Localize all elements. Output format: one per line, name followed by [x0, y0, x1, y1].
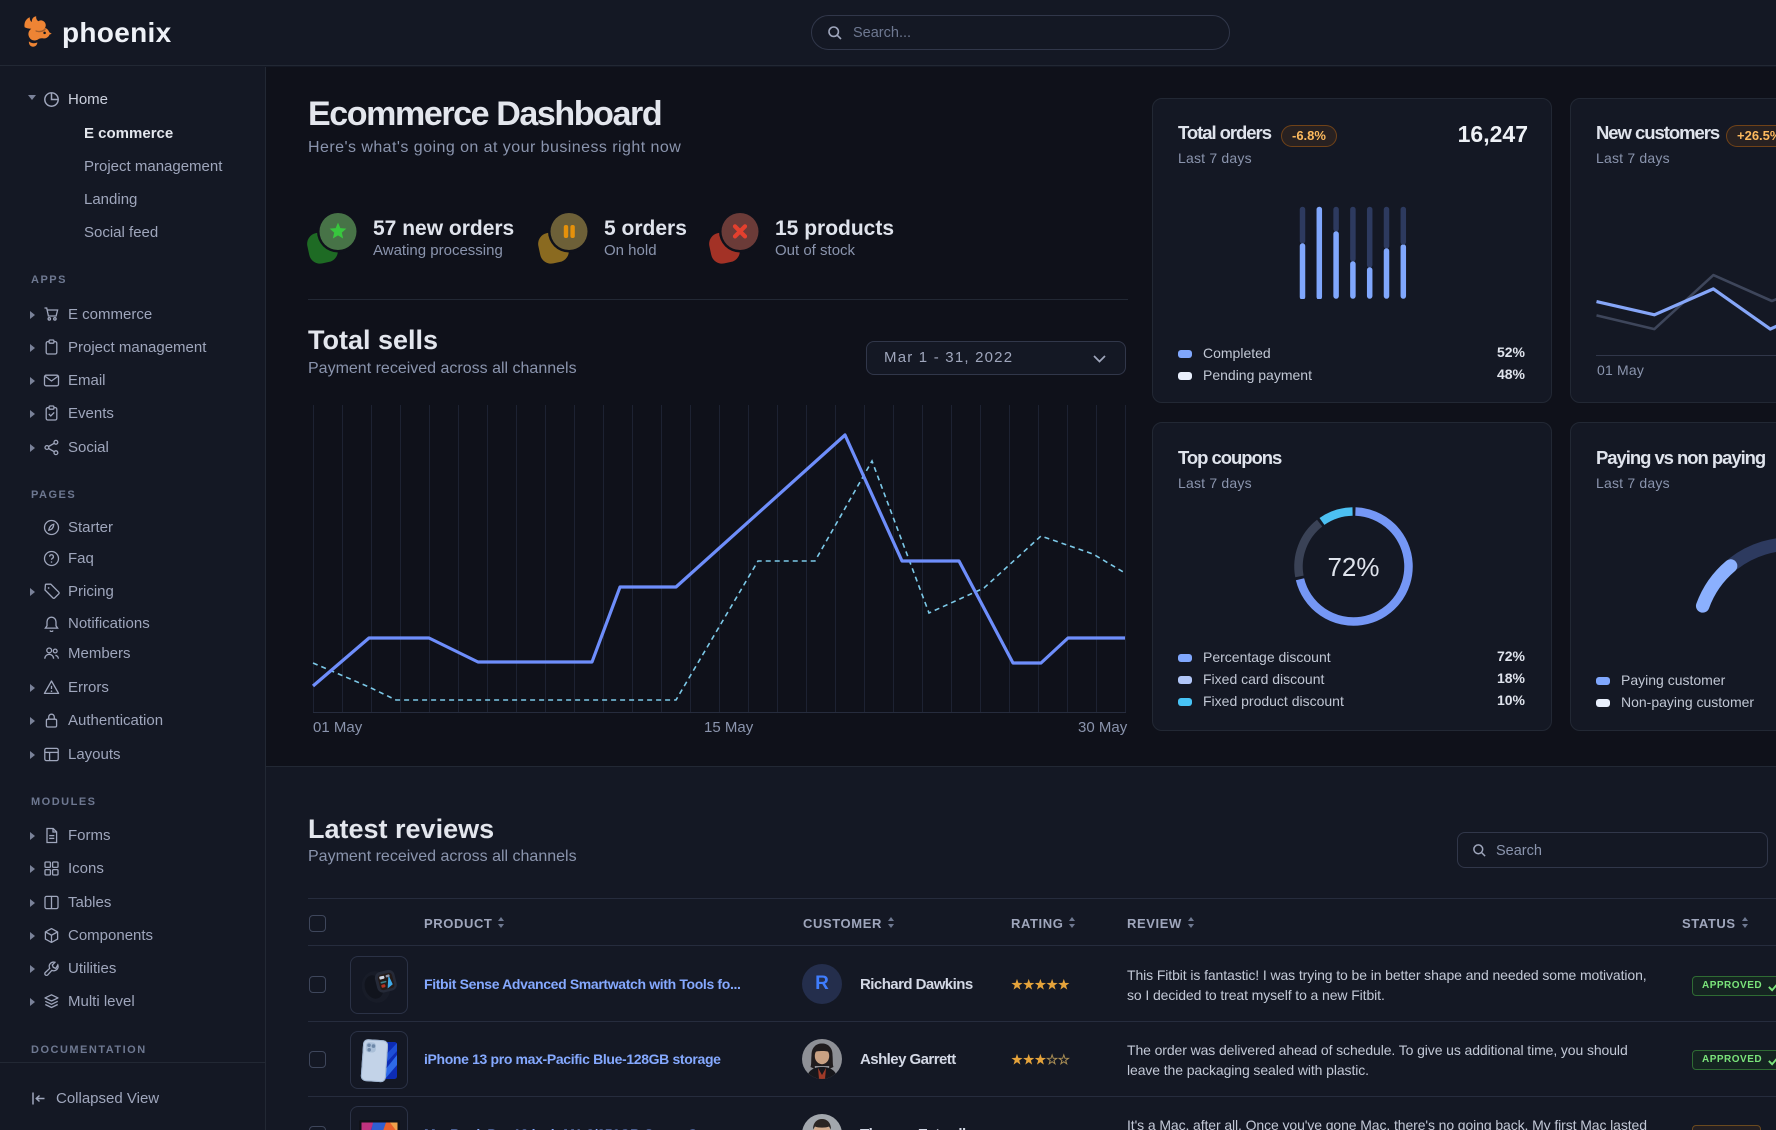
svg-text:72%: 72% — [1327, 552, 1379, 582]
